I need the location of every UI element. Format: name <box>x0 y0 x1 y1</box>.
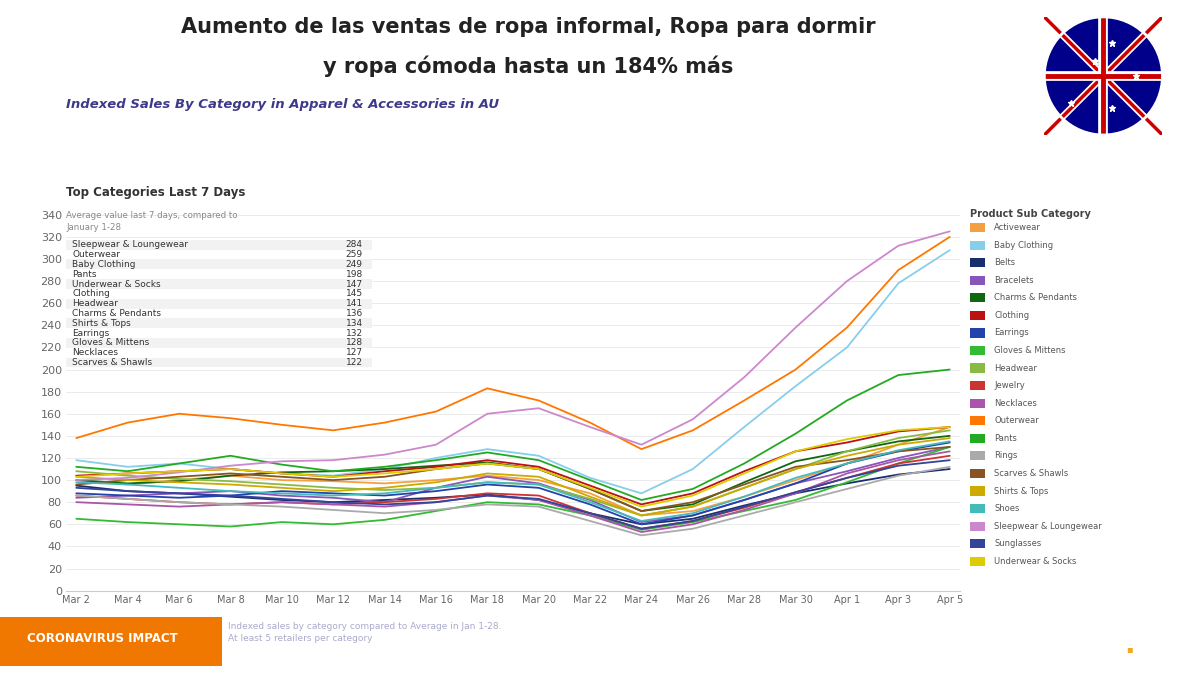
Text: Aumento de las ventas de ropa informal, Ropa para dormir: Aumento de las ventas de ropa informal, … <box>181 17 875 37</box>
Text: Pants: Pants <box>994 434 1016 443</box>
Text: Gloves & Mittens: Gloves & Mittens <box>72 338 149 348</box>
FancyBboxPatch shape <box>66 279 372 289</box>
Text: 249: 249 <box>346 260 362 269</box>
Text: 147: 147 <box>346 279 362 288</box>
FancyBboxPatch shape <box>970 346 985 355</box>
Text: 134: 134 <box>346 319 362 328</box>
Text: 136: 136 <box>346 309 362 318</box>
FancyBboxPatch shape <box>66 348 372 358</box>
Text: Activewear: Activewear <box>994 223 1040 232</box>
Text: Underwear & Socks: Underwear & Socks <box>72 279 161 288</box>
Text: Rings: Rings <box>994 452 1018 460</box>
FancyBboxPatch shape <box>970 310 985 320</box>
Text: Headwear: Headwear <box>72 299 118 308</box>
FancyBboxPatch shape <box>970 240 985 250</box>
Text: Headwear: Headwear <box>994 364 1037 373</box>
Text: Charms & Pendants: Charms & Pendants <box>994 294 1078 302</box>
Text: Scarves & Shawls: Scarves & Shawls <box>72 358 152 367</box>
Text: Sunglasses: Sunglasses <box>994 539 1042 548</box>
FancyBboxPatch shape <box>66 269 372 279</box>
Text: criteo: criteo <box>1050 634 1109 652</box>
FancyBboxPatch shape <box>66 328 372 338</box>
Text: Outerwear: Outerwear <box>72 250 120 259</box>
FancyBboxPatch shape <box>970 416 985 425</box>
FancyBboxPatch shape <box>970 452 985 460</box>
Text: 127: 127 <box>346 348 362 357</box>
FancyBboxPatch shape <box>0 617 222 666</box>
Text: Indexed Sales By Category in Apparel & Accessories in AU: Indexed Sales By Category in Apparel & A… <box>66 98 499 111</box>
Text: 198: 198 <box>346 270 362 279</box>
Text: Necklaces: Necklaces <box>994 399 1037 408</box>
FancyBboxPatch shape <box>970 504 985 513</box>
FancyBboxPatch shape <box>970 363 985 373</box>
Text: 128: 128 <box>346 338 362 348</box>
Text: Shirts & Tops: Shirts & Tops <box>994 487 1049 495</box>
Text: Pants: Pants <box>72 270 97 279</box>
Text: Clothing: Clothing <box>994 311 1030 320</box>
Text: Baby Clothing: Baby Clothing <box>72 260 136 269</box>
FancyBboxPatch shape <box>970 381 985 390</box>
FancyBboxPatch shape <box>66 319 372 328</box>
Text: Baby Clothing: Baby Clothing <box>994 240 1054 250</box>
FancyBboxPatch shape <box>970 293 985 302</box>
Text: 141: 141 <box>346 299 362 308</box>
FancyBboxPatch shape <box>970 522 985 531</box>
Text: Bracelets: Bracelets <box>994 276 1033 285</box>
Text: Product Sub Category: Product Sub Category <box>970 209 1091 219</box>
Text: Shoes: Shoes <box>994 504 1019 513</box>
Text: y ropa cómoda hasta un 184% más: y ropa cómoda hasta un 184% más <box>323 55 733 77</box>
FancyBboxPatch shape <box>970 434 985 443</box>
Text: Jewelry: Jewelry <box>994 381 1025 390</box>
Text: Underwear & Socks: Underwear & Socks <box>994 557 1076 566</box>
FancyBboxPatch shape <box>970 328 985 338</box>
FancyBboxPatch shape <box>970 275 985 285</box>
FancyBboxPatch shape <box>66 289 372 299</box>
Text: Necklaces: Necklaces <box>72 348 118 357</box>
Text: 284: 284 <box>346 240 362 249</box>
Text: Average value last 7 days, compared to
January 1-28: Average value last 7 days, compared to J… <box>66 211 238 232</box>
Text: Sleepwear & Loungewear: Sleepwear & Loungewear <box>72 240 188 249</box>
Text: Earrings: Earrings <box>994 329 1028 338</box>
Text: Indexed sales by category compared to Average in Jan 1-28.
At least 5 retailers : Indexed sales by category compared to Av… <box>228 622 502 643</box>
Text: .: . <box>1124 631 1135 659</box>
Text: Shirts & Tops: Shirts & Tops <box>72 319 131 328</box>
Text: Top Categories Last 7 Days: Top Categories Last 7 Days <box>66 186 245 198</box>
FancyBboxPatch shape <box>66 299 372 308</box>
FancyBboxPatch shape <box>66 240 372 250</box>
FancyBboxPatch shape <box>970 223 985 232</box>
Text: 132: 132 <box>346 329 362 338</box>
FancyBboxPatch shape <box>66 259 372 269</box>
Circle shape <box>1044 17 1163 135</box>
FancyBboxPatch shape <box>970 258 985 267</box>
Text: Belts: Belts <box>994 258 1015 267</box>
FancyBboxPatch shape <box>66 308 372 319</box>
FancyBboxPatch shape <box>970 399 985 408</box>
FancyBboxPatch shape <box>66 358 372 367</box>
Text: Scarves & Shawls: Scarves & Shawls <box>994 469 1068 478</box>
Text: Outerwear: Outerwear <box>994 416 1039 425</box>
Text: Clothing: Clothing <box>72 290 110 298</box>
FancyBboxPatch shape <box>970 557 985 566</box>
Text: Gloves & Mittens: Gloves & Mittens <box>994 346 1066 355</box>
Text: Sleepwear & Loungewear: Sleepwear & Loungewear <box>994 522 1102 531</box>
Text: 259: 259 <box>346 250 362 259</box>
Text: Earrings: Earrings <box>72 329 109 338</box>
Text: 145: 145 <box>346 290 362 298</box>
FancyBboxPatch shape <box>970 469 985 478</box>
FancyBboxPatch shape <box>970 487 985 495</box>
Text: 122: 122 <box>346 358 362 367</box>
Text: CORONAVIRUS IMPACT: CORONAVIRUS IMPACT <box>26 632 178 645</box>
FancyBboxPatch shape <box>66 250 372 259</box>
FancyBboxPatch shape <box>66 338 372 348</box>
FancyBboxPatch shape <box>970 539 985 548</box>
Text: Charms & Pendants: Charms & Pendants <box>72 309 161 318</box>
